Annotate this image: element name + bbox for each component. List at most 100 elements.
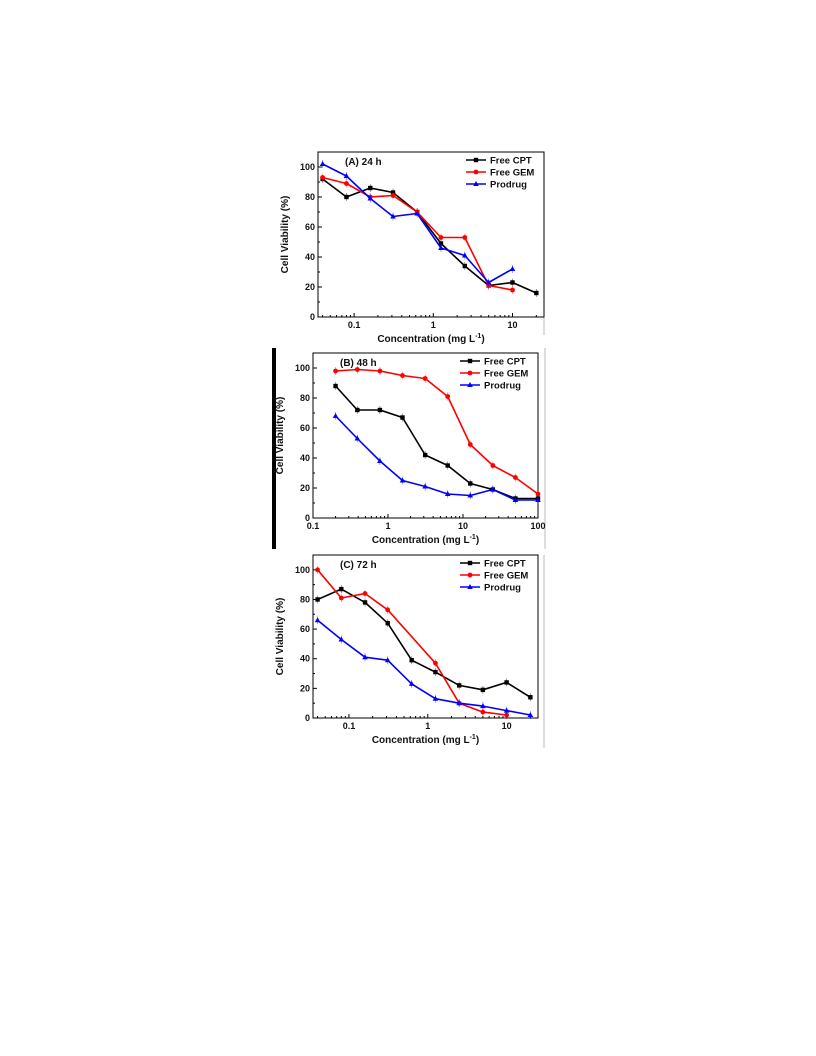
legend-marker bbox=[467, 382, 473, 387]
data-point bbox=[368, 185, 373, 191]
series-free-gem bbox=[333, 365, 541, 498]
x-axis-label-sup: -1 bbox=[470, 734, 476, 741]
data-point bbox=[344, 181, 349, 186]
data-point bbox=[438, 245, 444, 250]
legend-label: Prodrug bbox=[484, 583, 521, 594]
series-free-cpt bbox=[320, 175, 539, 297]
legend-label: Free CPT bbox=[484, 559, 526, 570]
x-tick-label: 0.1 bbox=[348, 320, 361, 330]
series-free-cpt bbox=[333, 382, 541, 503]
data-point bbox=[467, 442, 473, 447]
legend-label: Prodrug bbox=[490, 180, 527, 191]
x-tick-label: 0.1 bbox=[307, 521, 320, 531]
y-tick-label: 0 bbox=[310, 312, 315, 322]
x-axis-label-end: ) bbox=[481, 334, 484, 345]
data-point bbox=[338, 636, 345, 642]
x-axis-label: Concentration (mg L-1) bbox=[377, 333, 484, 345]
data-point bbox=[422, 452, 428, 458]
data-point bbox=[490, 486, 496, 492]
data-point bbox=[354, 367, 360, 372]
data-point bbox=[480, 687, 486, 693]
data-point bbox=[339, 586, 344, 592]
data-point bbox=[385, 607, 391, 613]
data-point bbox=[344, 194, 349, 200]
y-tick-label: 60 bbox=[300, 423, 310, 433]
data-point bbox=[338, 595, 344, 601]
x-tick-label: 1 bbox=[385, 521, 390, 531]
data-point bbox=[528, 695, 533, 700]
data-point bbox=[362, 591, 368, 596]
legend-marker bbox=[467, 584, 473, 589]
series-line bbox=[316, 569, 507, 716]
x-tick-label: 1 bbox=[431, 320, 436, 330]
data-point bbox=[513, 475, 518, 480]
data-point bbox=[480, 709, 486, 715]
data-point bbox=[333, 368, 338, 374]
legend-marker bbox=[467, 370, 473, 376]
data-point bbox=[527, 712, 534, 718]
y-tick-label: 60 bbox=[305, 222, 315, 232]
x-tick-label: 0.1 bbox=[343, 721, 356, 731]
data-point bbox=[362, 600, 368, 605]
data-point bbox=[384, 657, 391, 663]
data-point bbox=[480, 703, 486, 709]
data-point bbox=[445, 394, 451, 399]
y-tick-label: 0 bbox=[305, 713, 310, 723]
legend-label: Free GEM bbox=[484, 369, 528, 380]
data-point bbox=[314, 617, 321, 623]
data-point bbox=[355, 407, 360, 413]
legend-marker bbox=[467, 572, 473, 578]
data-point bbox=[462, 252, 468, 258]
series-line bbox=[335, 368, 539, 495]
data-point bbox=[510, 280, 515, 285]
data-point bbox=[438, 235, 444, 240]
data-point bbox=[400, 415, 405, 420]
plot-frame bbox=[312, 554, 539, 719]
series-line bbox=[335, 385, 538, 500]
data-point bbox=[490, 463, 496, 468]
data-point bbox=[485, 279, 492, 285]
data-point bbox=[445, 463, 450, 468]
data-point bbox=[408, 680, 415, 686]
data-point bbox=[534, 290, 539, 296]
y-tick-label: 40 bbox=[300, 453, 310, 463]
series-free-gem bbox=[315, 565, 510, 720]
chart-panel-a: 0 20 40 60 80 100 0.1 1 10 Concentration (mg L-1)… bbox=[280, 151, 545, 345]
data-point bbox=[456, 700, 462, 706]
data-point bbox=[399, 477, 406, 483]
x-axis-label: Concentration (mg L-1) bbox=[372, 534, 479, 546]
legend-label: Free GEM bbox=[484, 571, 528, 582]
x-axis-label-end: ) bbox=[476, 735, 479, 746]
data-point bbox=[414, 210, 420, 216]
data-point bbox=[409, 658, 414, 663]
data-point bbox=[433, 669, 438, 675]
x-tick-label: 10 bbox=[502, 721, 512, 731]
data-point bbox=[362, 654, 368, 660]
legend-label: Free CPT bbox=[490, 156, 532, 167]
data-point bbox=[422, 483, 428, 489]
data-point bbox=[422, 376, 428, 381]
y-tick-label: 100 bbox=[300, 162, 315, 172]
data-point bbox=[400, 373, 405, 378]
x-axis-label-sup: -1 bbox=[470, 534, 476, 541]
series-line bbox=[322, 178, 537, 294]
data-point bbox=[333, 383, 338, 389]
plot-frame bbox=[312, 352, 539, 519]
series-free-cpt bbox=[315, 585, 533, 702]
y-axis-label: Cell Viability (%) bbox=[280, 196, 291, 274]
data-point bbox=[444, 491, 451, 496]
data-point bbox=[377, 407, 383, 413]
y-tick-label: 60 bbox=[300, 624, 310, 634]
y-tick-label: 100 bbox=[295, 363, 310, 373]
series-line bbox=[322, 176, 513, 291]
data-point bbox=[504, 712, 510, 718]
data-point bbox=[535, 491, 541, 497]
x-axis-label: Concentration (mg L-1) bbox=[372, 734, 479, 746]
data-point bbox=[343, 173, 350, 178]
data-point bbox=[315, 567, 320, 573]
data-point bbox=[433, 660, 438, 666]
